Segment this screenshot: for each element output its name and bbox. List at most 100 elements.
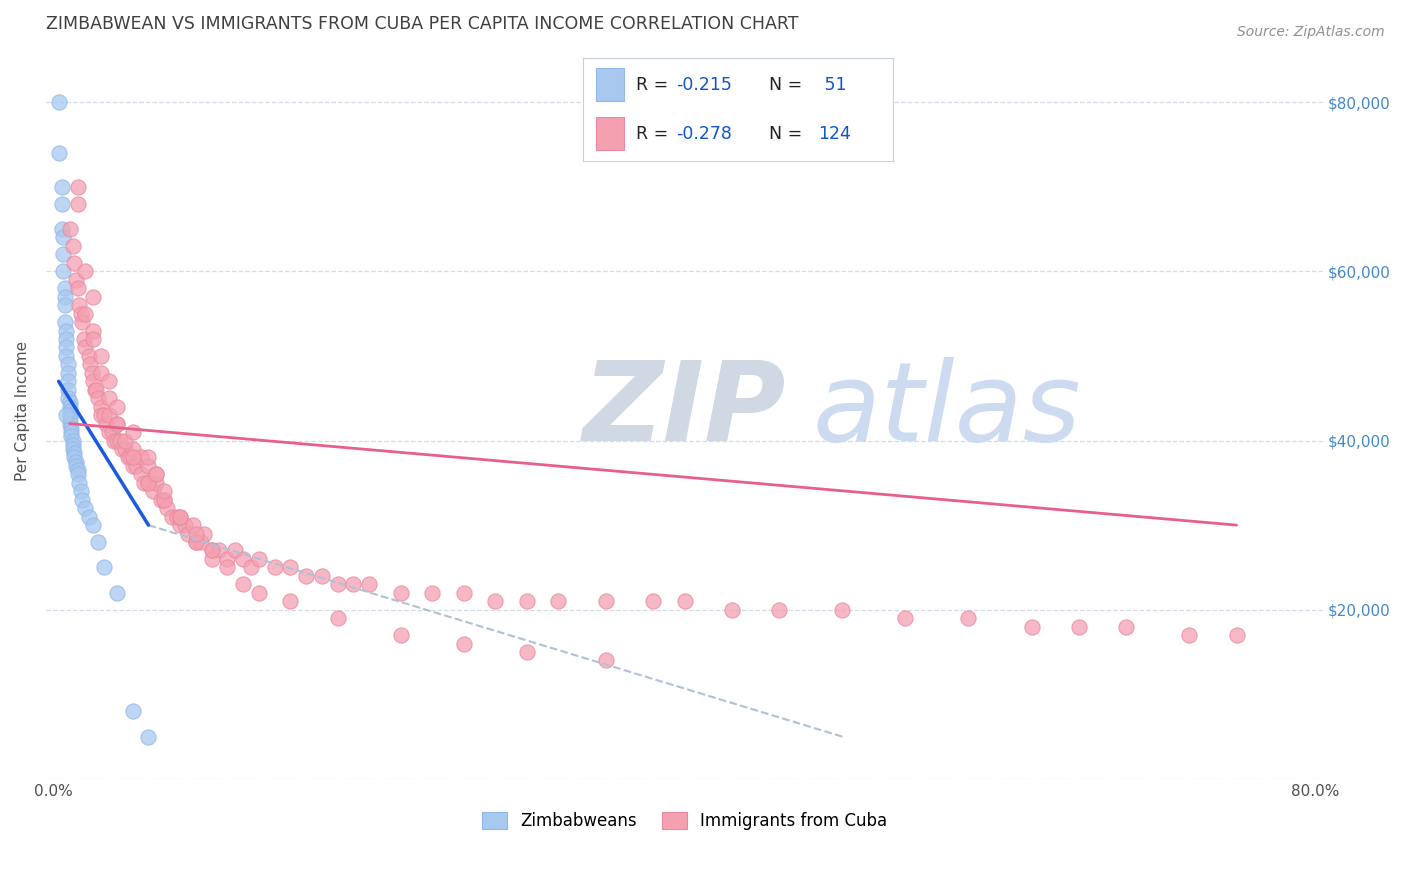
Point (70, 315, 93, 329)
Point (66, 463, 89, 477)
Point (453, 636, 475, 650)
Point (82, 324, 104, 338)
Point (145, 467, 167, 482)
Point (153, 492, 176, 507)
Point (56, 383, 79, 397)
Point (52, 264, 75, 278)
Point (59, 408, 82, 422)
Point (169, 518, 191, 533)
Point (51, 179, 73, 194)
Point (673, 594, 696, 608)
Point (98, 425, 121, 439)
Point (69, 307, 91, 321)
Point (98, 408, 121, 422)
Point (67, 298, 90, 312)
Point (153, 492, 176, 507)
Point (177, 526, 200, 541)
Point (62, 239, 84, 253)
Point (93, 408, 115, 422)
Point (184, 535, 207, 549)
Point (105, 417, 128, 431)
Text: Source: ZipAtlas.com: Source: ZipAtlas.com (1237, 25, 1385, 39)
Point (232, 552, 254, 566)
Point (721, 603, 744, 617)
Point (82, 332, 104, 346)
Point (247, 586, 270, 600)
Point (98, 374, 121, 388)
Point (90, 400, 112, 414)
Point (87, 535, 110, 549)
Point (79, 357, 101, 371)
Point (1067, 620, 1090, 634)
Point (153, 484, 176, 499)
Point (59, 222, 82, 236)
Point (129, 450, 152, 465)
Point (75, 264, 97, 278)
Text: ZIMBABWEAN VS IMMIGRANTS FROM CUBA PER CAPITA INCOME CORRELATION CHART: ZIMBABWEAN VS IMMIGRANTS FROM CUBA PER C… (46, 15, 799, 33)
Point (169, 509, 191, 524)
Point (51, 222, 73, 236)
Bar (596, 118, 624, 150)
Text: atlas: atlas (813, 358, 1081, 465)
Point (420, 586, 443, 600)
Point (53, 290, 76, 304)
Point (516, 645, 538, 659)
Point (56, 391, 79, 405)
Point (595, 653, 617, 667)
Point (641, 594, 664, 608)
Point (59, 412, 82, 426)
Point (595, 594, 617, 608)
Point (138, 475, 160, 490)
Point (65, 273, 87, 287)
Point (66, 467, 89, 482)
Text: -0.278: -0.278 (676, 125, 733, 143)
Point (73, 332, 96, 346)
Point (295, 569, 318, 583)
Point (51, 196, 73, 211)
Point (263, 560, 285, 574)
Point (82, 374, 104, 388)
Point (957, 611, 980, 625)
Point (326, 611, 349, 625)
Point (311, 569, 333, 583)
Point (82, 518, 104, 533)
Point (217, 560, 239, 574)
Point (121, 450, 143, 465)
Point (59, 395, 82, 409)
Point (98, 391, 121, 405)
Point (53, 298, 76, 312)
Point (831, 603, 853, 617)
Point (101, 425, 124, 439)
Point (60, 425, 83, 439)
Point (894, 611, 917, 625)
Point (90, 349, 112, 363)
Point (193, 526, 215, 541)
Point (94, 417, 117, 431)
Point (160, 509, 183, 524)
Point (239, 560, 262, 574)
Point (142, 484, 165, 499)
Point (1178, 628, 1201, 642)
Point (224, 543, 246, 558)
Point (184, 526, 207, 541)
Point (111, 442, 134, 456)
Point (121, 442, 143, 456)
Point (280, 560, 302, 574)
Bar (596, 69, 624, 101)
Point (60, 421, 83, 435)
Point (547, 594, 569, 608)
Point (56, 366, 79, 380)
Point (69, 484, 91, 499)
Point (77, 509, 100, 524)
Point (66, 281, 89, 295)
Point (150, 492, 173, 507)
Point (103, 434, 125, 448)
Point (75, 501, 97, 516)
Point (138, 475, 160, 490)
Point (83, 383, 105, 397)
Point (145, 467, 167, 482)
Point (121, 458, 143, 473)
Point (70, 492, 93, 507)
Point (280, 594, 302, 608)
Point (132, 475, 155, 490)
